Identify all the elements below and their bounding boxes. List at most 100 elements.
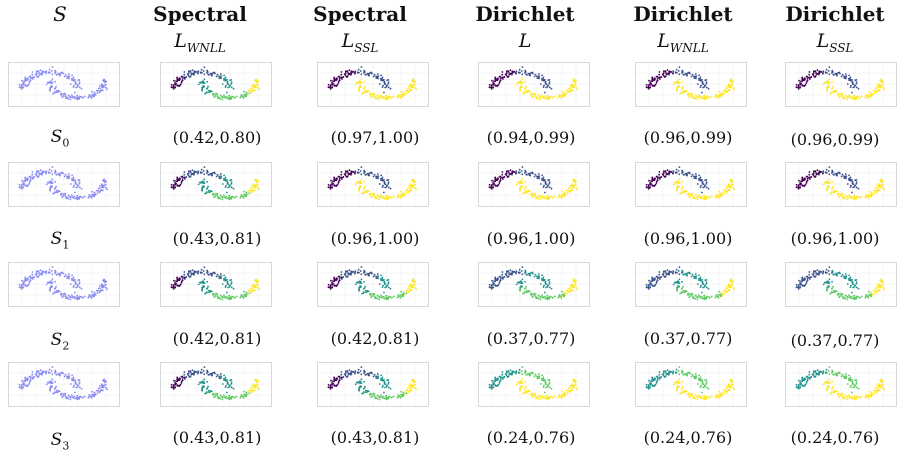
- scatter-point: [102, 190, 104, 192]
- scatter-point: [49, 290, 51, 292]
- scatter-point: [510, 269, 512, 271]
- scatter-point: [877, 90, 879, 92]
- scatter-point: [21, 280, 23, 282]
- scatter-point: [77, 298, 79, 300]
- scatter-point: [71, 294, 73, 296]
- scatter-point: [220, 173, 222, 175]
- scatter-point: [541, 194, 543, 196]
- scatter-point: [807, 177, 809, 179]
- scatter-point: [545, 183, 547, 185]
- scatter-point: [499, 176, 501, 178]
- scatter-point: [663, 72, 665, 74]
- scatter-point: [365, 74, 367, 76]
- scatter-point: [732, 87, 734, 89]
- scatter-point: [74, 92, 76, 94]
- scatter-point: [65, 74, 67, 76]
- scatter-point: [648, 280, 650, 282]
- scatter-point: [718, 297, 720, 299]
- scatter-point: [842, 174, 844, 176]
- scatter-point: [397, 296, 399, 298]
- scatter-point: [842, 93, 844, 95]
- scatter-point: [678, 270, 680, 272]
- scatter-point: [683, 90, 685, 92]
- scatter-point: [541, 94, 543, 96]
- scatter-point: [229, 295, 231, 297]
- scatter-point: [698, 275, 700, 277]
- scatter-point: [530, 272, 532, 274]
- scatter-point: [732, 84, 734, 86]
- scatter-point: [519, 269, 521, 271]
- scatter-point: [880, 181, 882, 183]
- scatter-point: [726, 285, 728, 287]
- scatter-point: [850, 277, 852, 279]
- scatter-point: [570, 290, 572, 292]
- scatter-point: [254, 290, 256, 292]
- scatter-point: [360, 173, 362, 175]
- scatter-point: [826, 88, 828, 90]
- scatter-point: [71, 275, 73, 277]
- scatter-point: [190, 76, 192, 78]
- scatter-point: [709, 97, 711, 99]
- scatter-point: [208, 190, 210, 192]
- scatter-point: [393, 296, 395, 298]
- scatter-point: [571, 284, 573, 286]
- scatter-point: [68, 98, 70, 100]
- scatter-point: [26, 185, 28, 187]
- scatter-point: [79, 181, 81, 183]
- scatter-point: [491, 84, 493, 86]
- scatter-point: [837, 72, 839, 74]
- scatter-point: [728, 284, 730, 286]
- scatter-point: [807, 79, 809, 81]
- scatter-point: [360, 273, 362, 275]
- column-subtitle: LWNLL: [618, 30, 748, 55]
- scatter-point: [206, 287, 208, 289]
- scatter-point: [376, 276, 378, 278]
- scatter-point: [868, 97, 870, 99]
- scatter-point: [45, 73, 47, 75]
- scatter-point: [330, 280, 332, 282]
- scatter-point: [36, 72, 38, 74]
- scatter-point: [217, 193, 219, 195]
- scatter-point: [55, 286, 57, 288]
- scatter-point: [77, 295, 79, 297]
- scatter-point: [847, 83, 849, 85]
- scatter-point: [677, 80, 679, 82]
- scatter-point: [808, 274, 810, 276]
- scatter-point: [99, 87, 101, 89]
- scatter-thumbnail: [785, 162, 897, 207]
- scatter-point: [213, 196, 215, 198]
- scatter-point: [491, 280, 493, 282]
- scatter-point: [681, 172, 683, 174]
- scatter-point: [213, 96, 215, 98]
- scatter-point: [200, 282, 202, 284]
- scatter-plot: [317, 62, 429, 107]
- scatter-point: [859, 97, 861, 99]
- scatter-point: [831, 272, 833, 274]
- scatter-point: [105, 284, 107, 286]
- scatter-point: [492, 184, 494, 186]
- scatter-point: [567, 190, 569, 192]
- scatter-point: [412, 186, 414, 188]
- scatter-point: [64, 376, 66, 378]
- scatter-point: [73, 277, 75, 279]
- scatter-point: [815, 276, 817, 278]
- scatter-point: [543, 186, 545, 188]
- scatter-point: [697, 99, 699, 101]
- scatter-point: [859, 197, 861, 199]
- scatter-point: [214, 173, 216, 175]
- scatter-point: [829, 282, 831, 284]
- column-title: Dirichlet: [460, 2, 590, 26]
- scatter-point: [869, 294, 871, 296]
- scatter-point: [497, 177, 499, 179]
- scatter-point: [491, 284, 493, 286]
- scatter-point: [243, 197, 245, 199]
- scatter-point: [543, 286, 545, 288]
- scatter-point: [54, 87, 56, 89]
- scatter-point: [871, 92, 873, 94]
- scatter-point: [831, 172, 833, 174]
- scatter-point: [176, 179, 178, 181]
- scatter-point: [842, 193, 844, 195]
- scatter-point: [74, 292, 76, 294]
- scatter-point: [229, 198, 231, 200]
- scatter-point: [79, 196, 81, 198]
